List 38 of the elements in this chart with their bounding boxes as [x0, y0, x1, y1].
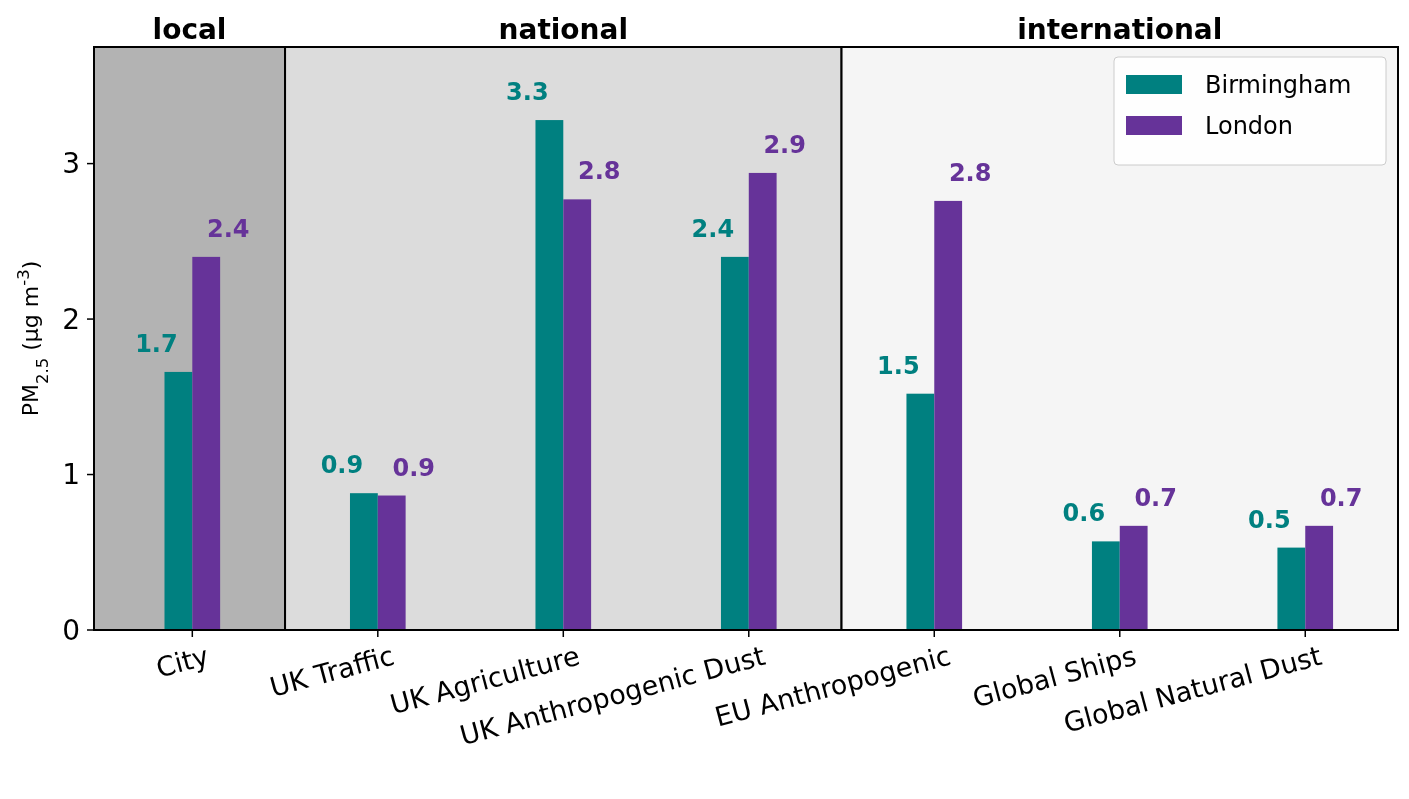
band-label: local [152, 13, 227, 46]
bar [563, 199, 592, 630]
data-label: 0.9 [392, 453, 435, 482]
data-label: 0.9 [320, 451, 364, 480]
data-label: 2.9 [763, 130, 806, 159]
data-label: 3.3 [506, 78, 549, 107]
bar [720, 256, 749, 630]
y-tick-label: 3 [62, 147, 80, 181]
band-label: international [1017, 13, 1223, 46]
bar [748, 172, 777, 630]
y-tick-label: 1 [62, 458, 80, 492]
bar [164, 371, 193, 630]
data-label: 2.8 [948, 158, 992, 187]
x-tick-label: City [152, 639, 212, 684]
bar [535, 120, 564, 630]
bar [1091, 541, 1120, 630]
bar [377, 495, 406, 630]
data-label: 1.7 [135, 329, 178, 358]
y-tick-label: 2 [62, 302, 80, 336]
bar [906, 393, 935, 630]
bar [934, 200, 963, 630]
band-label: national [498, 13, 629, 46]
data-label: 2.4 [691, 214, 735, 243]
data-label: 0.7 [1319, 483, 1363, 512]
data-label: 0.7 [1134, 483, 1177, 512]
bar [1305, 525, 1334, 630]
bar [1277, 547, 1306, 630]
data-label: 1.5 [877, 351, 920, 380]
bar [349, 493, 378, 630]
data-label: 2.8 [577, 157, 621, 186]
legend-label: London [1205, 112, 1293, 141]
data-label: 2.4 [206, 214, 250, 243]
data-label: 0.6 [1062, 499, 1106, 528]
y-tick-label: 0 [62, 613, 80, 647]
legend-label: Birmingham [1205, 71, 1352, 100]
data-label: 0.5 [1248, 505, 1291, 534]
bar [192, 256, 221, 630]
bar [1119, 525, 1148, 630]
